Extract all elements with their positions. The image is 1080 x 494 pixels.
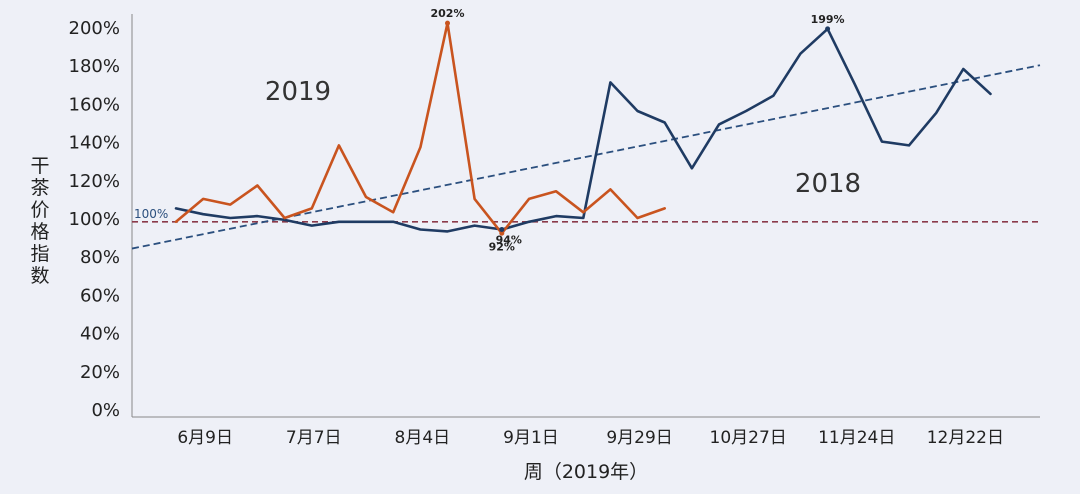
annotations: 202% 92%94% 199% (431, 7, 845, 253)
y-tick-labels: 0% 20% 40% 60% 80% 100% 120% 140% 160% 180% 200% (69, 18, 120, 421)
y-tick-label: 120% (69, 171, 120, 192)
y-tick-label: 160% (69, 94, 120, 115)
x-tick-label: 9月1日 (503, 428, 559, 448)
y-tick-label: 200% (69, 18, 120, 39)
series-line-2018 (174, 27, 992, 233)
x-tick-label: 12月22日 (927, 428, 1004, 448)
x-tick-label: 7月7日 (286, 428, 342, 448)
reference-line-label: 100% (134, 207, 168, 221)
series-line-2019 (174, 21, 667, 235)
series-label-2019: 2019 (265, 77, 331, 107)
y-tick-label: 100% (69, 209, 120, 230)
x-tick-label: 6月9日 (177, 428, 233, 448)
annotation-label: 199% (811, 13, 845, 26)
y-tick-label: 140% (69, 133, 120, 154)
y-tick-label: 40% (80, 324, 120, 345)
y-axis-label-char: 指 (30, 243, 49, 265)
y-tick-label: 0% (91, 400, 120, 421)
annotation-marker (499, 226, 505, 232)
y-axis-label-char: 价 (30, 199, 49, 221)
y-axis-label-char: 格 (30, 221, 49, 243)
plot-lines: 100% (131, 21, 1041, 250)
annotation-marker (825, 26, 831, 32)
annotation-marker (499, 230, 505, 236)
x-tick-label: 8月4日 (395, 428, 451, 448)
axes (131, 14, 1040, 418)
annotation-label: 94% (496, 233, 522, 246)
x-tick-labels: 6月9日 7月7日 8月4日 9月1日 9月29日 10月27日 11月24日 12月22日 (177, 428, 1004, 448)
series-label-2018: 2018 (795, 169, 861, 199)
y-tick-label: 60% (80, 285, 120, 306)
x-tick-label: 9月29日 (606, 428, 672, 448)
annotation-label: 92% (489, 240, 515, 253)
y-tick-label: 80% (80, 247, 120, 268)
y-axis-label-char: 茶 (30, 177, 49, 199)
annotation-label: 202% (431, 7, 465, 20)
y-axis-label-char: 数 (30, 265, 49, 287)
x-axis-label: 周（2019年） (524, 461, 648, 483)
y-tick-label: 180% (69, 56, 120, 77)
x-tick-label: 11月24日 (818, 428, 895, 448)
y-axis-label-char: 干 (30, 155, 49, 177)
annotation-marker (445, 20, 450, 26)
x-tick-label: 10月27日 (710, 428, 787, 448)
y-tick-label: 20% (80, 362, 120, 383)
series-labels: 2019 2018 (265, 77, 861, 199)
